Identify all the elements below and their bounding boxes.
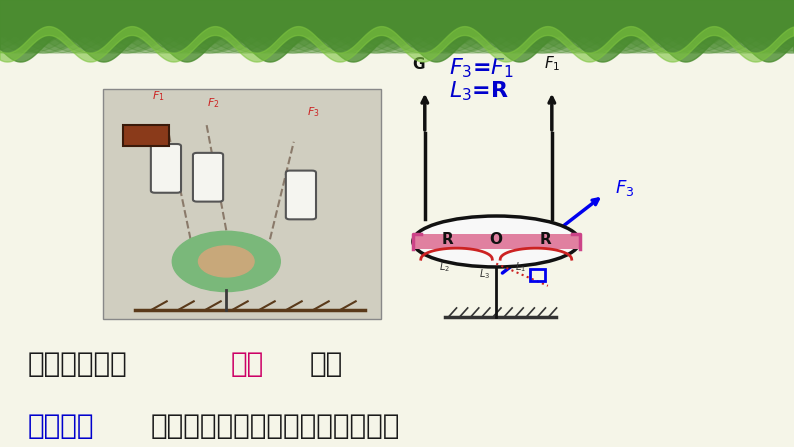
Text: G: G xyxy=(412,57,425,72)
Ellipse shape xyxy=(413,216,580,267)
Text: $F_3$=$F_1$: $F_3$=$F_1$ xyxy=(449,57,514,80)
FancyBboxPatch shape xyxy=(286,171,316,219)
FancyBboxPatch shape xyxy=(103,89,381,319)
Text: $F_2$: $F_2$ xyxy=(206,97,219,110)
Circle shape xyxy=(198,246,254,277)
Text: 思考一：: 思考一： xyxy=(28,412,94,440)
Text: $L_3$=R: $L_3$=R xyxy=(449,79,509,103)
Text: O: O xyxy=(490,232,503,247)
Text: 方向的大小都: 方向的大小都 xyxy=(28,350,128,378)
Text: R: R xyxy=(441,232,453,247)
Text: $L_1$: $L_1$ xyxy=(515,260,526,274)
FancyBboxPatch shape xyxy=(123,125,169,146)
Text: R: R xyxy=(540,232,551,247)
Text: $F_3$: $F_3$ xyxy=(615,178,634,198)
FancyBboxPatch shape xyxy=(151,144,181,193)
Text: $L_2$: $L_2$ xyxy=(439,260,450,274)
Text: $F_1$: $F_1$ xyxy=(152,90,165,104)
FancyBboxPatch shape xyxy=(413,233,580,249)
FancyBboxPatch shape xyxy=(193,153,223,202)
Text: $F_3$: $F_3$ xyxy=(307,105,320,119)
Text: 相等: 相等 xyxy=(230,350,264,378)
Text: $L_3$: $L_3$ xyxy=(479,267,490,281)
Text: 呢？: 呢？ xyxy=(310,350,343,378)
Text: 使用定滑轮时，为什么拉力沿各个: 使用定滑轮时，为什么拉力沿各个 xyxy=(151,412,400,440)
Text: $F_1$: $F_1$ xyxy=(544,55,560,73)
Circle shape xyxy=(172,231,280,291)
